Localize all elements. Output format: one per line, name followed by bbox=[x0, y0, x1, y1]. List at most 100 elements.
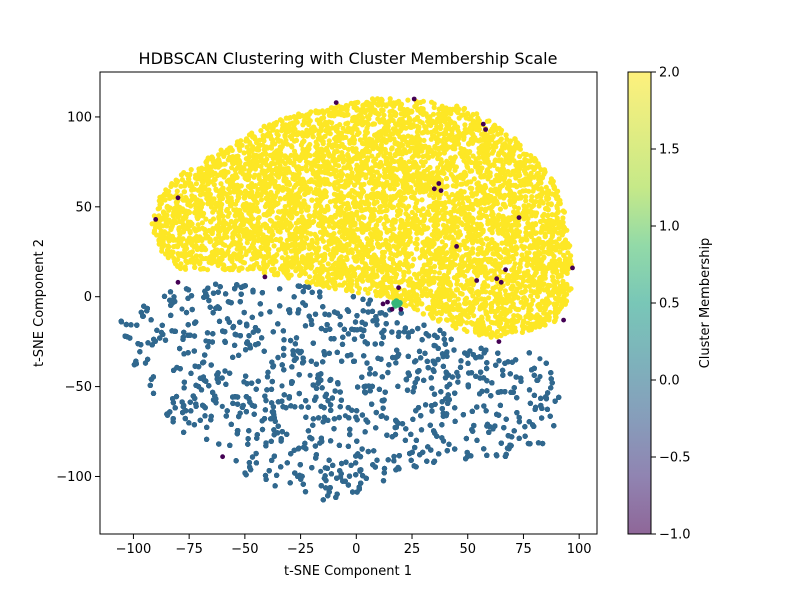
data-point bbox=[455, 296, 461, 302]
data-point bbox=[204, 267, 211, 273]
data-point bbox=[156, 220, 162, 226]
data-point bbox=[326, 138, 332, 144]
data-point bbox=[484, 132, 490, 138]
data-point bbox=[436, 146, 442, 152]
data-point bbox=[288, 215, 295, 221]
data-point bbox=[444, 183, 450, 189]
data-point bbox=[303, 159, 310, 165]
data-point bbox=[510, 171, 517, 177]
data-point bbox=[331, 171, 337, 177]
data-point bbox=[420, 311, 426, 317]
data-point bbox=[248, 213, 254, 219]
data-point bbox=[526, 188, 532, 194]
data-point bbox=[283, 137, 289, 143]
data-point bbox=[521, 161, 528, 167]
data-point bbox=[309, 237, 315, 243]
data-point bbox=[378, 215, 384, 221]
data-point bbox=[543, 218, 549, 225]
data-point bbox=[367, 180, 373, 186]
data-point bbox=[471, 176, 477, 182]
data-point bbox=[274, 252, 280, 258]
data-point bbox=[344, 200, 351, 206]
data-point bbox=[355, 264, 362, 270]
data-point bbox=[245, 266, 251, 272]
data-point bbox=[371, 121, 378, 127]
data-point bbox=[450, 183, 456, 189]
data-point bbox=[364, 236, 370, 242]
data-point bbox=[545, 195, 551, 201]
data-point bbox=[430, 315, 436, 321]
data-point bbox=[415, 223, 421, 229]
data-point bbox=[313, 204, 319, 210]
data-point bbox=[498, 229, 505, 236]
data-point bbox=[512, 136, 518, 142]
data-point bbox=[216, 216, 222, 222]
data-point bbox=[454, 192, 460, 198]
data-point bbox=[488, 275, 494, 281]
data-point bbox=[258, 197, 264, 203]
cluster-upper bbox=[149, 96, 574, 340]
data-point bbox=[409, 224, 415, 230]
data-point bbox=[451, 323, 457, 329]
data-point bbox=[384, 128, 390, 135]
data-point bbox=[491, 285, 497, 291]
data-point bbox=[164, 223, 170, 229]
data-point bbox=[373, 288, 379, 295]
data-point bbox=[494, 265, 500, 271]
data-point bbox=[406, 269, 412, 275]
data-point bbox=[377, 132, 383, 139]
data-point bbox=[557, 249, 563, 255]
data-point bbox=[286, 157, 293, 163]
data-point bbox=[355, 235, 361, 241]
data-point bbox=[308, 231, 314, 237]
data-point bbox=[369, 153, 375, 159]
data-point bbox=[396, 239, 402, 245]
data-point bbox=[512, 182, 519, 188]
data-point bbox=[498, 269, 504, 275]
data-point bbox=[277, 163, 283, 169]
data-point bbox=[283, 259, 289, 265]
data-point bbox=[363, 159, 369, 166]
data-point bbox=[429, 153, 436, 159]
data-point bbox=[558, 272, 564, 278]
data-point bbox=[414, 227, 420, 234]
data-point bbox=[225, 169, 231, 175]
data-point bbox=[445, 144, 451, 150]
data-point bbox=[402, 302, 408, 308]
data-point bbox=[352, 222, 358, 228]
data-point bbox=[489, 330, 495, 336]
data-point bbox=[322, 245, 328, 251]
data-point bbox=[389, 204, 395, 211]
data-point bbox=[316, 121, 322, 127]
data-point bbox=[200, 191, 206, 197]
data-point bbox=[550, 218, 556, 225]
data-point bbox=[431, 104, 437, 111]
data-point bbox=[459, 112, 465, 118]
data-point bbox=[268, 189, 274, 196]
data-point bbox=[488, 334, 494, 340]
data-point bbox=[475, 180, 481, 186]
data-point bbox=[383, 208, 389, 214]
data-point bbox=[331, 191, 337, 197]
data-point bbox=[501, 249, 507, 255]
data-point bbox=[464, 234, 470, 240]
data-point bbox=[483, 206, 489, 212]
data-point bbox=[405, 133, 411, 139]
data-point bbox=[174, 188, 180, 194]
data-point bbox=[296, 168, 302, 174]
data-point bbox=[184, 238, 190, 244]
data-point bbox=[320, 141, 326, 147]
data-point bbox=[365, 290, 371, 296]
data-point bbox=[554, 296, 560, 302]
data-point bbox=[401, 269, 407, 275]
data-point bbox=[386, 278, 393, 285]
data-point bbox=[414, 241, 420, 247]
data-point bbox=[427, 267, 433, 273]
data-point bbox=[488, 319, 494, 325]
data-point bbox=[315, 110, 321, 116]
data-point bbox=[395, 202, 401, 209]
data-point bbox=[467, 125, 473, 131]
data-point bbox=[489, 150, 495, 156]
data-point bbox=[325, 261, 331, 267]
data-point bbox=[495, 305, 502, 311]
